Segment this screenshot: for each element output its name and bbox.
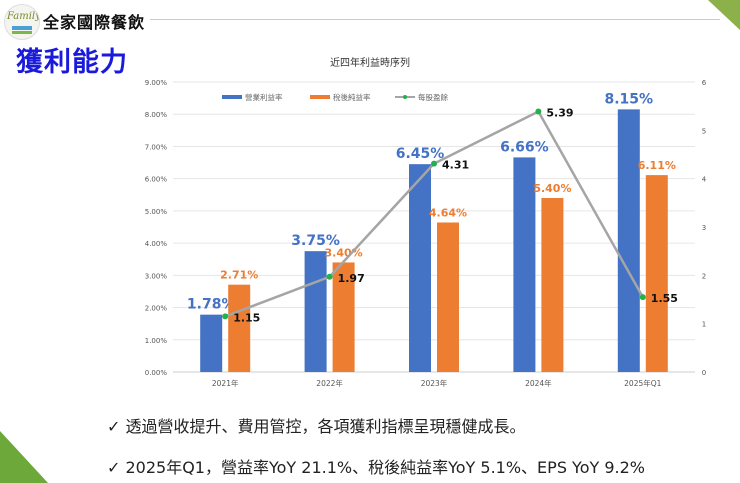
eps-point: [639, 294, 646, 301]
eps-point: [431, 160, 437, 167]
eps-label: 1.15: [233, 311, 260, 324]
eps-label: 5.39: [546, 106, 573, 119]
eps-point: [222, 313, 229, 320]
category-label: 2023年: [421, 378, 448, 388]
data-label: 6.45%: [396, 146, 445, 162]
left-axis-tick: 9.00%: [145, 79, 168, 87]
eps-point: [326, 273, 333, 280]
data-label: 5.40%: [533, 182, 571, 195]
legend-marker: [403, 95, 407, 99]
eps-label: 1.55: [651, 292, 678, 305]
company-name: 全家國際餐飲: [43, 13, 146, 32]
net-margin-bar: [645, 175, 668, 372]
eps-label: 4.31: [442, 159, 469, 172]
right-axis-tick: 2: [702, 272, 706, 280]
eps-point: [535, 108, 542, 115]
bullet-point: ✓ 透過營收提升、費用管控，各項獲利指標呈現穩健成長。: [107, 417, 526, 436]
op-margin-bar: [200, 314, 223, 372]
data-label: 8.15%: [605, 91, 654, 107]
corner-decoration: [708, 0, 740, 30]
legend-label: 稅後純益率: [333, 92, 371, 102]
net-margin-bar: [541, 198, 564, 372]
left-axis-tick: 2.00%: [145, 305, 168, 313]
corner-decoration: [0, 431, 48, 483]
op-margin-bar: [617, 109, 640, 372]
legend-swatch: [222, 95, 242, 99]
category-label: 2022年: [316, 378, 343, 388]
net-margin-bar: [332, 262, 355, 372]
right-axis-tick: 5: [702, 127, 706, 135]
op-margin-bar: [304, 251, 327, 372]
slide-title: 獲利能力: [16, 47, 128, 78]
legend-label: 每股盈餘: [418, 92, 448, 102]
net-margin-bar: [437, 222, 459, 372]
data-label: 4.64%: [429, 206, 467, 219]
left-axis-tick: 1.00%: [145, 337, 168, 345]
data-label: 1.78%: [187, 297, 236, 313]
op-margin-bar: [409, 164, 431, 372]
bullet-point: ✓ 2025年Q1，營益率YoY 21.1%、稅後純益率YoY 5.1%、EPS…: [107, 458, 646, 477]
legend-label: 營業利益率: [245, 92, 283, 102]
category-label: 2021年: [212, 378, 239, 388]
right-axis-tick: 3: [702, 224, 706, 232]
right-axis-tick: 4: [702, 176, 707, 184]
company-logo: Family: [4, 4, 40, 40]
op-margin-bar: [513, 157, 536, 372]
right-axis-tick: 6: [702, 79, 707, 87]
data-label: 6.11%: [638, 159, 676, 172]
eps-label: 1.97: [338, 272, 365, 285]
data-label: 6.66%: [500, 139, 549, 155]
left-axis-tick: 8.00%: [145, 111, 168, 119]
net-margin-bar: [228, 284, 251, 372]
right-axis-tick: 1: [702, 321, 706, 329]
legend-swatch: [310, 95, 330, 99]
profit-chart: 近四年利益時序列 0.00% 1.00% 2.00% 3.00% 4.00% 5.00% 6.…: [145, 56, 707, 388]
category-label: 2025年Q1: [624, 378, 661, 388]
chart-title: 近四年利益時序列: [330, 56, 410, 69]
left-axis-tick: 3.00%: [145, 272, 168, 280]
right-axis-tick: 0: [702, 369, 706, 377]
left-axis-tick: 4.00%: [145, 240, 168, 248]
left-axis-tick: 6.00%: [145, 176, 168, 184]
data-label: 3.75%: [291, 233, 340, 249]
header-divider: [150, 19, 720, 20]
data-label: 2.71%: [220, 269, 258, 282]
left-axis-tick: 0.00%: [145, 369, 168, 377]
category-label: 2024年: [525, 378, 552, 388]
left-axis-tick: 7.00%: [145, 143, 168, 151]
left-axis-tick: 5.00%: [145, 208, 168, 216]
